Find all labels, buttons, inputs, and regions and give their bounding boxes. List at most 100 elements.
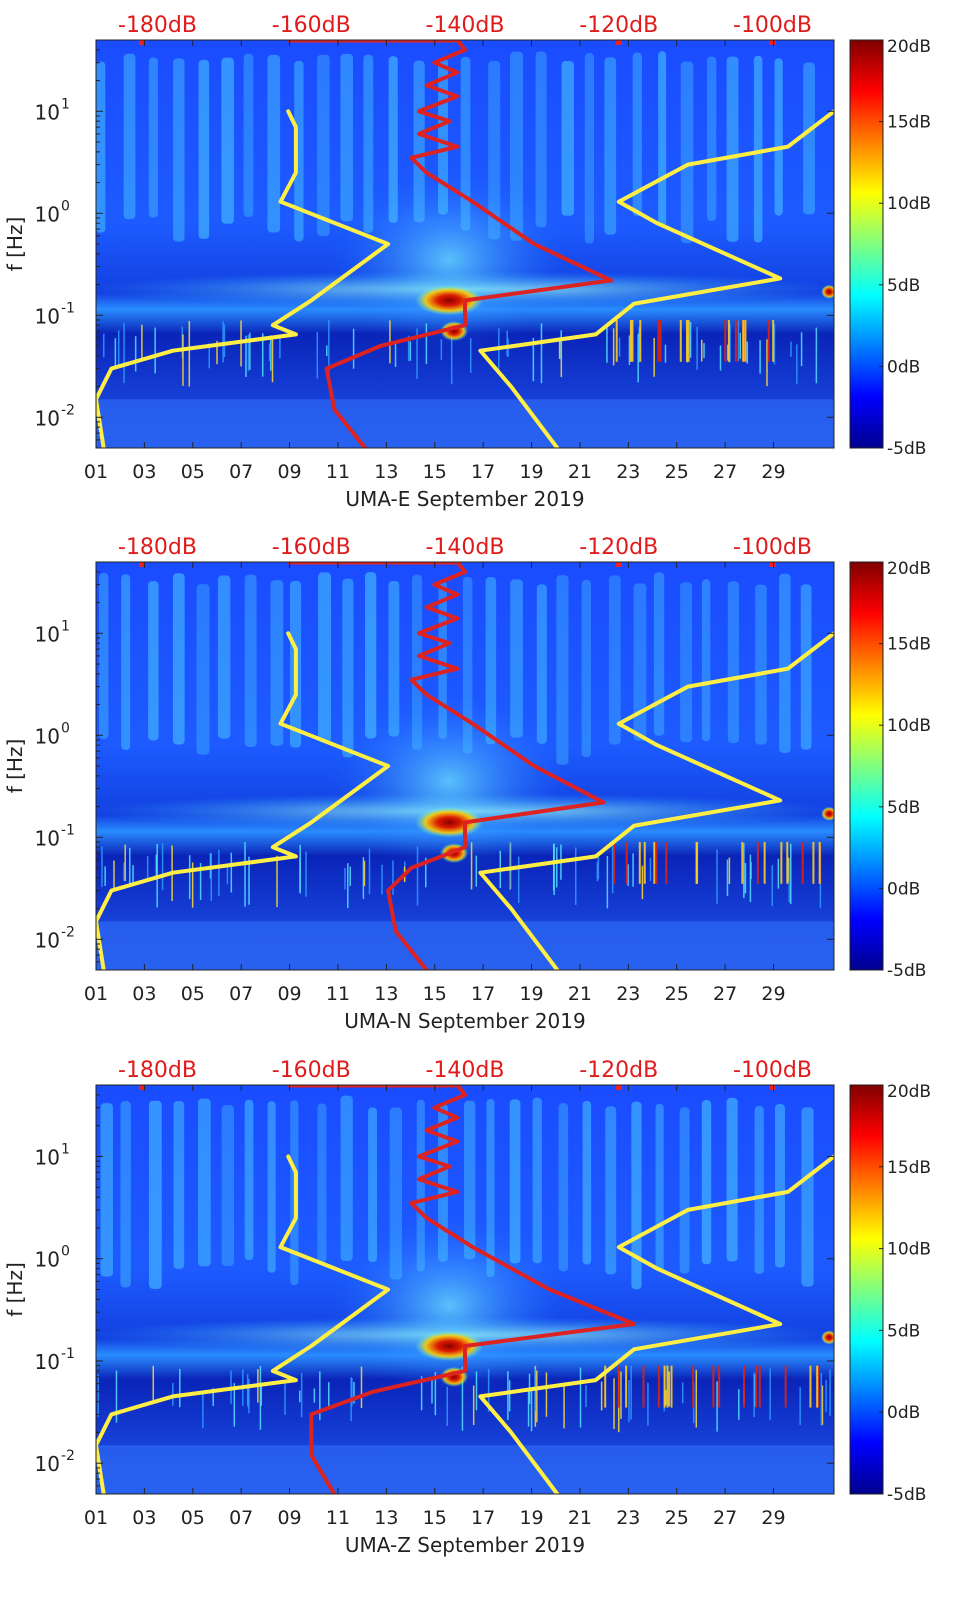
transient-streak <box>123 862 125 881</box>
daily-noise-streak <box>604 57 617 235</box>
transient-streak <box>475 855 478 887</box>
transient-streak <box>700 339 703 362</box>
colorbar-label: 15dB <box>887 1158 931 1178</box>
y-tick-label: 10 <box>35 1145 60 1169</box>
top-db-tick-label: -140dB <box>426 13 505 38</box>
transient-streak <box>233 1383 236 1427</box>
daily-noise-streak <box>803 62 815 215</box>
colorbar-label: 0dB <box>887 357 920 377</box>
transient-streak <box>276 855 278 908</box>
daily-noise-streak <box>198 59 210 239</box>
spectrogram-image <box>96 40 834 448</box>
colorbar-label: 20dB <box>887 1082 931 1102</box>
daily-noise-streak <box>727 581 739 744</box>
daily-noise-streak <box>438 581 447 739</box>
transient-streak <box>394 342 397 367</box>
colorbar <box>849 561 884 971</box>
transient-streak <box>191 862 194 908</box>
x-tick-label: 09 <box>277 461 301 483</box>
x-tick-label: 21 <box>568 1507 592 1529</box>
transient-streak <box>260 1383 262 1406</box>
x-tick-label: 03 <box>132 1507 156 1529</box>
transient-streak <box>347 863 349 908</box>
spectrogram-image <box>96 562 834 970</box>
x-tick-label: 21 <box>568 983 592 1005</box>
top-marker <box>615 562 622 567</box>
transient-streak <box>230 852 233 893</box>
top-db-tick-label: -160dB <box>272 1058 351 1083</box>
transient-streak <box>146 855 149 881</box>
daily-noise-streak <box>605 1106 617 1275</box>
daily-noise-streak <box>196 584 210 755</box>
x-tick-label: 03 <box>132 983 156 1005</box>
transient-streak <box>695 1369 698 1428</box>
transient-streak <box>685 319 688 362</box>
daily-noise-streak <box>317 54 330 237</box>
daily-noise-streak <box>388 581 400 737</box>
transient-streak <box>279 337 281 359</box>
transient-streak <box>246 1374 249 1406</box>
transient-streak <box>517 856 520 903</box>
daily-noise-streak <box>680 582 693 743</box>
transient-streak <box>585 1385 587 1408</box>
daily-noise-streak <box>413 60 425 223</box>
transient-streak <box>114 338 117 366</box>
y-tick-exponent: 0 <box>61 1244 70 1260</box>
transient-streak <box>753 1372 755 1418</box>
noise-model-curve-yellow <box>96 631 391 970</box>
transient-streak <box>744 863 747 894</box>
transient-streak <box>113 860 115 889</box>
colorbar-label: 20dB <box>887 37 931 57</box>
top-db-tick-label: -100dB <box>733 13 812 38</box>
top-db-tick-label: -160dB <box>272 13 351 38</box>
top-marker <box>139 1085 146 1090</box>
transient-streak <box>643 841 646 884</box>
transient-streak <box>647 1382 649 1426</box>
transient-streak <box>563 1385 565 1429</box>
y-axis-label: f [Hz] <box>3 739 27 794</box>
y-tick-exponent: 1 <box>61 618 70 634</box>
y-axis-label: f [Hz] <box>3 217 27 272</box>
transient-streak <box>527 1387 530 1427</box>
transient-streak <box>392 860 394 895</box>
transient-streak <box>560 330 562 361</box>
transient-streak <box>115 1370 118 1423</box>
daily-noise-streak <box>460 56 471 231</box>
top-db-tick-label: -120dB <box>579 1058 658 1083</box>
daily-noise-streak <box>438 1104 448 1262</box>
y-tick-exponent: 0 <box>61 720 70 736</box>
top-db-tick-label: -140dB <box>426 1058 505 1083</box>
y-tick-exponent: -1 <box>61 822 75 838</box>
transient-streak <box>790 843 792 905</box>
daily-noise-streak <box>510 51 524 241</box>
daily-noise-streak <box>658 51 667 227</box>
x-tick-label: 29 <box>761 1507 785 1529</box>
transient-streak <box>742 319 745 362</box>
colorbar-label: 15dB <box>887 635 931 655</box>
x-tick-label: 13 <box>374 1507 398 1529</box>
transient-streak <box>249 332 251 370</box>
daily-noise-streak <box>389 1107 402 1280</box>
transient-streak <box>416 846 419 906</box>
transient-streak <box>579 1367 582 1428</box>
transient-streak <box>629 319 632 362</box>
x-tick-label: 13 <box>374 461 398 483</box>
daily-noise-streak <box>244 1099 254 1261</box>
transient-streak <box>726 859 729 896</box>
daily-noise-streak <box>679 1107 690 1274</box>
transient-streak <box>632 853 634 887</box>
transient-streak <box>663 1365 666 1408</box>
transient-streak <box>446 1386 448 1427</box>
x-tick-label: 17 <box>471 983 495 1005</box>
transient-streak <box>363 860 366 887</box>
daily-noise-streak <box>270 580 284 746</box>
transient-streak <box>829 1369 831 1416</box>
x-tick-label: 29 <box>761 461 785 483</box>
daily-noise-streak <box>510 579 523 738</box>
x-tick-label: 01 <box>84 461 108 483</box>
transient-streak <box>124 844 126 882</box>
transient-streak <box>152 1365 155 1403</box>
x-tick-label: 11 <box>326 983 350 1005</box>
daily-noise-streak <box>365 572 377 739</box>
psd-curve-red <box>324 40 614 448</box>
